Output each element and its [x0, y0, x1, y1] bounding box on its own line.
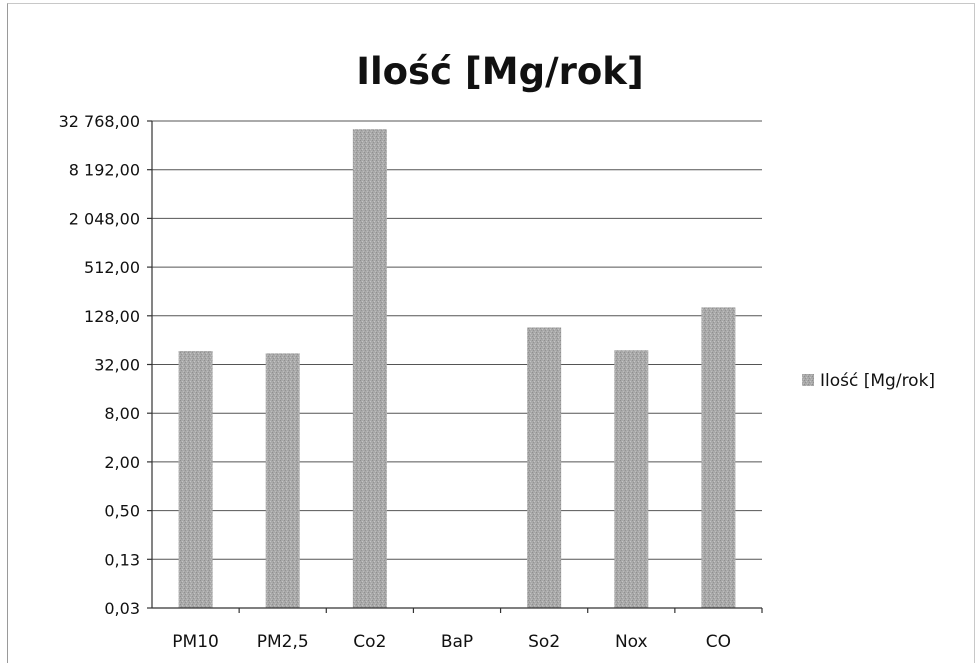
y-tick-label: 0,03: [104, 599, 140, 618]
x-axis-category-labels: PM10 PM2,5 Co2 BaP So2 Nox CO: [172, 632, 731, 652]
y-axis-tick-labels: 0,03 0,13 0,50 2,00 8,00 32,00 128,00 512,00 2 0…: [59, 112, 140, 618]
y-tick-label: 128,00: [84, 307, 140, 326]
bar-so2: [527, 327, 562, 608]
bars: [178, 129, 736, 608]
x-tick-label: BaP: [441, 632, 473, 652]
y-tick-label: 0,50: [104, 502, 140, 521]
chart-frame: [7, 3, 975, 663]
y-tick-label: 2 048,00: [69, 209, 140, 228]
x-tick-label: Nox: [615, 632, 648, 652]
legend-label: Ilość [Mg/rok]: [820, 371, 935, 391]
legend: Ilość [Mg/rok]: [802, 371, 935, 391]
y-tick-label: 32,00: [94, 356, 140, 375]
bar-pm25: [265, 353, 300, 608]
y-tick-label: 8,00: [104, 404, 140, 423]
chart-title: Ilość [Mg/rok]: [356, 50, 644, 93]
gridlines: [152, 120, 762, 560]
x-tick-label: PM10: [172, 632, 219, 652]
bar-co: [701, 307, 736, 608]
x-tick-label: So2: [528, 632, 560, 652]
x-tick-label: CO: [706, 632, 731, 652]
y-tick-label: 32 768,00: [59, 112, 140, 131]
y-tick-label: 2,00: [104, 453, 140, 472]
bar-co2: [352, 129, 387, 608]
bar-nox: [614, 350, 649, 608]
y-tick-label: 8 192,00: [69, 161, 140, 180]
bar-pm10: [178, 350, 213, 608]
legend-swatch: [802, 374, 814, 386]
y-tick-label: 512,00: [84, 258, 140, 277]
x-tick-label: Co2: [353, 632, 386, 652]
axes: [147, 120, 763, 613]
y-tick-label: 0,13: [104, 550, 140, 569]
x-tick-label: PM2,5: [257, 632, 309, 652]
